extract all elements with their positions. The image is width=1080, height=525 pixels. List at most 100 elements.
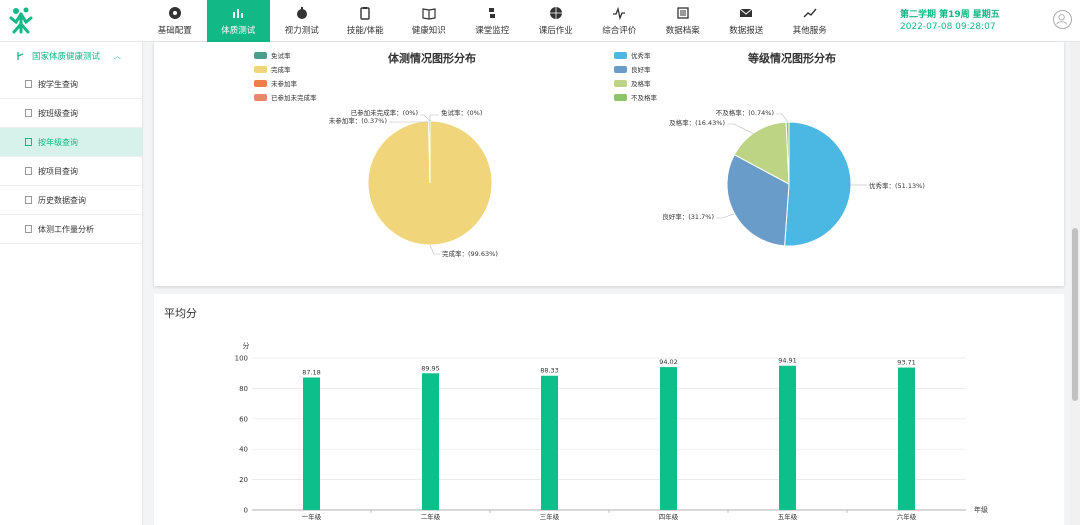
pie-slice[interactable] — [784, 121, 852, 247]
y-tick-label: 80 — [239, 385, 248, 393]
average-score-title: 平均分 — [164, 307, 197, 320]
document-icon — [25, 167, 32, 175]
pie2-legend: 优秀率良好率及格率不及格率 — [614, 48, 657, 104]
nav-tab-6[interactable]: 课后作业 — [524, 0, 588, 42]
legend-entry[interactable]: 及格率 — [614, 76, 657, 90]
bar-value-label: 94.02 — [659, 358, 678, 366]
pie-slice[interactable] — [785, 121, 790, 185]
bar[interactable] — [541, 375, 558, 510]
y-tick-label: 100 — [235, 355, 248, 363]
bar[interactable] — [660, 367, 677, 510]
dashboard-icon — [168, 7, 181, 19]
nav-tab-label: 技能/体能 — [346, 26, 384, 36]
nav-tab-0[interactable]: 基础配置 — [143, 0, 207, 42]
nav-tab-7[interactable]: 综合评价 — [588, 0, 652, 42]
legend-swatch — [254, 93, 267, 101]
bar[interactable] — [898, 367, 915, 510]
bar-value-label: 87.18 — [302, 368, 321, 376]
bar[interactable] — [422, 373, 439, 510]
nav-tab-8[interactable]: 数据档案 — [651, 0, 715, 42]
pulse-icon — [613, 6, 626, 20]
x-tick-label: 六年级 — [897, 512, 917, 521]
legend-swatch — [614, 93, 627, 101]
bar-value-label: 89.95 — [421, 364, 440, 372]
nav-tab-label: 健康知识 — [411, 26, 446, 36]
sidebar-item-label: 按项目查询 — [38, 166, 78, 176]
bar[interactable] — [779, 365, 796, 510]
sidebar-item-label: 历史数据查询 — [38, 195, 86, 205]
bar-chart-icon — [233, 9, 244, 18]
sidebar-item-1[interactable]: 按班级查询 — [0, 99, 142, 128]
sidebar: 国家体质健康测试 ︿ 按学生查询 按班级查询按年级查询按项目查询历史数据查询 体测工… — [0, 42, 143, 525]
nav-tab-9[interactable]: 数据报送 — [715, 0, 779, 42]
sidebar-item-5[interactable]: 体测工作量分析 — [0, 215, 142, 244]
sidebar-items: 按学生查询 按班级查询按年级查询按项目查询历史数据查询 体测工作量分析 — [0, 70, 142, 244]
legend-entry[interactable]: 良好率 — [614, 62, 657, 76]
nav-tab-label: 数据报送 — [729, 26, 764, 36]
chevron-up-icon[interactable]: ︿ — [114, 52, 122, 60]
nav-tab-3[interactable]: 技能/体能 — [334, 0, 398, 42]
pie-slice-label: 良好率：(31.7%) — [662, 212, 714, 221]
legend-entry[interactable]: 已参加未完成率 — [254, 90, 317, 104]
legend-entry[interactable]: 完成率 — [254, 62, 317, 76]
legend-swatch — [614, 79, 627, 87]
pie1-title: 体测情况图形分布 — [388, 52, 476, 65]
clipboard-icon — [360, 7, 370, 20]
legend-label: 良好率 — [631, 66, 651, 74]
legend-entry[interactable]: 不及格率 — [614, 90, 657, 104]
sidebar-item-4[interactable]: 历史数据查询 — [0, 186, 142, 215]
nav-tab-4[interactable]: 健康知识 — [397, 0, 461, 42]
pie-slice-label: 免试率：(0%) — [441, 108, 482, 117]
bar-value-label: 93.71 — [897, 359, 916, 367]
pie-slice[interactable] — [733, 121, 790, 185]
pie-slice-label: 及格率：(16.43%) — [669, 118, 725, 127]
legend-label: 及格率 — [631, 80, 651, 88]
pie-label-line — [727, 123, 755, 135]
legend-entry[interactable]: 未参加率 — [254, 76, 317, 90]
pie-slice-label: 优秀率：(51.13%) — [869, 181, 925, 190]
legend-swatch — [254, 79, 267, 87]
legend-label: 不及格率 — [631, 94, 657, 102]
vertical-scrollbar[interactable] — [1070, 42, 1080, 525]
nav-tab-2[interactable]: 视力测试 — [270, 0, 334, 42]
pie-slice-label: 已参加未完成率：(0%) — [351, 108, 418, 117]
sidebar-item-3[interactable]: 按项目查询 — [0, 157, 142, 186]
app-logo-icon[interactable] — [8, 6, 34, 36]
sidebar-item-label: 按年级查询 — [38, 137, 78, 147]
bar-value-label: 94.91 — [778, 357, 797, 365]
x-tick-label: 二年级 — [421, 512, 441, 521]
legend-label: 优秀率 — [631, 52, 651, 60]
basketball-icon — [549, 7, 562, 19]
sidebar-section-label: 国家体质健康测试 — [32, 52, 101, 62]
distribution-card: 体测情况图形分布 等级情况图形分布 免试率 完成率 未参加率 已参加未完成率 优秀率良… — [154, 42, 1064, 286]
nav-tab-label: 课后作业 — [538, 26, 573, 36]
legend-swatch — [254, 51, 267, 59]
pie-slice-label: 完成率：(99.63%) — [442, 249, 498, 258]
bar[interactable] — [303, 377, 320, 510]
current-datetime: 2022-07-08 09:28:07 — [900, 22, 996, 32]
nav-tab-label: 体质测试 — [221, 26, 256, 36]
sidebar-item-2[interactable]: 按年级查询 — [0, 128, 142, 157]
bar-value-label: 88.33 — [540, 367, 559, 375]
nav-tab-label: 数据档案 — [665, 26, 700, 36]
legend-label: 免试率 — [271, 52, 291, 60]
sidebar-item-label: 体测工作量分析 — [38, 224, 94, 234]
nav-tab-5[interactable]: 课堂监控 — [461, 0, 525, 42]
pie-slice[interactable] — [726, 154, 790, 247]
nav-tab-label: 课堂监控 — [475, 26, 510, 36]
legend-label: 未参加率 — [271, 80, 297, 88]
legend-entry[interactable]: 优秀率 — [614, 48, 657, 62]
average-score-card: 0 20 40 60 80 100 分年级 87.18 一年级 89.95 二年级 88.33 三年级 9… — [154, 294, 1064, 525]
sidebar-item-0[interactable]: 按学生查询 — [0, 70, 142, 99]
scrollbar-thumb[interactable] — [1072, 228, 1078, 401]
nav-tab-label: 视力测试 — [284, 26, 319, 36]
y-tick-label: 0 — [244, 507, 248, 515]
nav-tab-10[interactable]: 其他服务 — [778, 0, 842, 42]
main-nav: 基础配置 体质测试 视力测试 技能/体能 健康知识 课堂监控 课后作业 综合评价 数据档案 数据报… — [143, 0, 842, 42]
sidebar-section-header[interactable]: 国家体质健康测试 ︿ — [0, 42, 142, 70]
legend-entry[interactable]: 免试率 — [254, 48, 317, 62]
nav-tab-1[interactable]: 体质测试 — [206, 0, 270, 42]
nav-tab-label: 综合评价 — [602, 26, 637, 36]
archive-icon — [677, 7, 689, 19]
user-avatar-icon[interactable] — [1053, 10, 1072, 29]
